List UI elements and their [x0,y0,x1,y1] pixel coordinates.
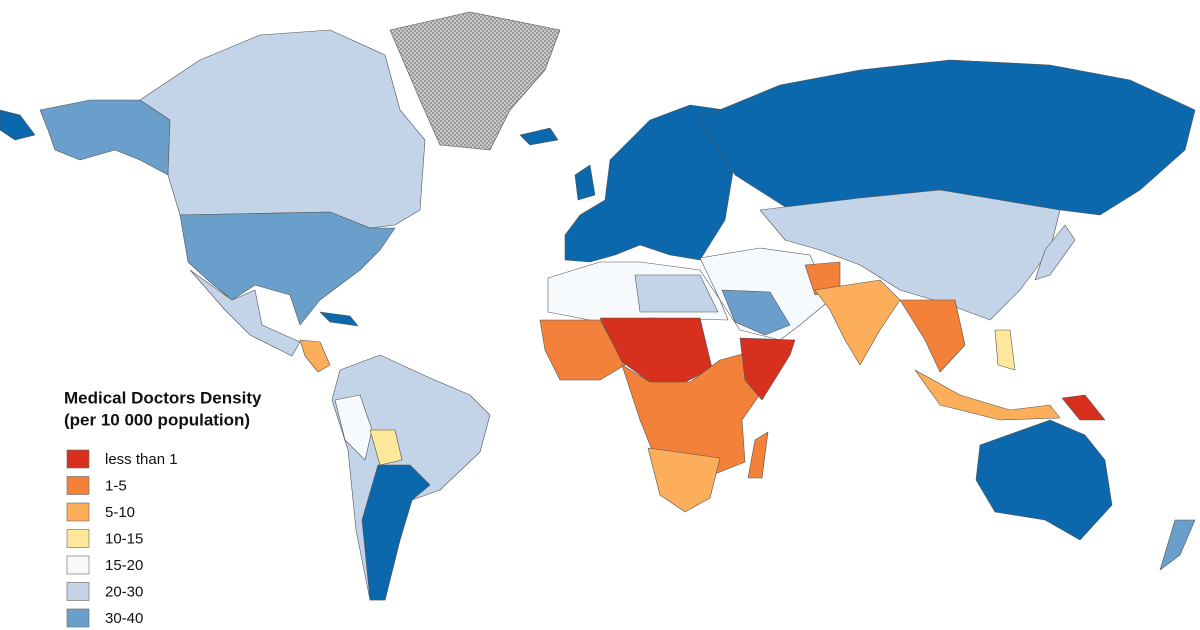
legend-label: 10-15 [105,530,143,547]
india [814,279,901,366]
legend-swatch [66,502,90,522]
far-east-tip [0,109,36,141]
papua [1061,394,1106,421]
egypt-libya [634,274,719,313]
mexico [189,269,301,357]
japan [1034,224,1076,281]
greenland [389,11,561,151]
legend-swatch [66,529,90,548]
legend-label: 20-30 [105,583,143,600]
legend: Medical Doctors Density (per 10 000 popu… [64,388,262,628]
alaska [39,99,171,176]
sahel [599,317,713,386]
indonesia [914,369,1061,421]
europe [564,104,736,263]
world-map [0,11,1196,601]
legend-swatch [66,608,90,628]
central-america [299,339,331,373]
legend-label: 15-20 [105,557,143,574]
iceland [519,127,559,146]
horn-of-africa [739,337,796,401]
southern-africa [647,447,721,513]
legend-swatch [66,449,90,469]
bolivia [369,429,403,466]
cuba [319,311,359,327]
canada [139,29,426,229]
usa [179,211,396,326]
saudi [721,289,791,336]
legend-label: 1-5 [105,477,127,494]
central-asia-china [759,189,1061,321]
legend-swatch [66,476,90,495]
legend-swatch [66,582,90,601]
australia [975,419,1113,541]
argentina [361,464,431,601]
peru [334,394,373,461]
legend-swatch [66,555,90,575]
philippines [994,329,1016,371]
legend-title: Medical Doctors Density [64,388,262,407]
uk [574,164,596,201]
west-africa [539,319,626,381]
legend-label: less than 1 [105,451,178,468]
se-asia [899,299,966,373]
legend-label: 5-10 [105,504,135,521]
madagascar [747,431,769,479]
legend-label: 30-40 [105,610,143,627]
new-zealand [1159,519,1196,571]
legend-subtitle: (per 10 000 population) [64,410,250,429]
